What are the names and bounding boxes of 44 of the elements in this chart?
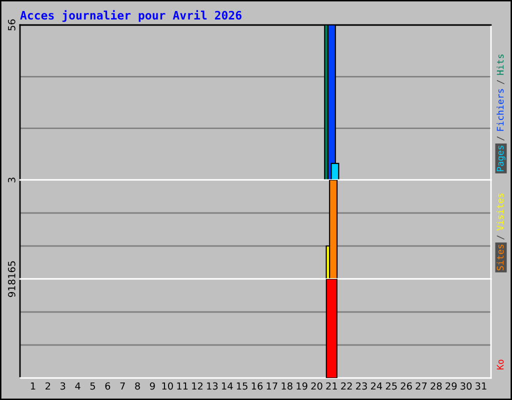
text: / bbox=[496, 80, 504, 84]
x-tick-label: 10 bbox=[162, 382, 173, 390]
x-tick-label: 20 bbox=[311, 382, 322, 390]
x-tick-label: 24 bbox=[370, 382, 382, 390]
x-tick-label: 31 bbox=[476, 382, 486, 390]
x-tick-label: 15 bbox=[236, 382, 248, 390]
x-tick-label: 23 bbox=[356, 382, 367, 390]
x-tick-label: 17 bbox=[266, 382, 278, 390]
x-tick-label: 14 bbox=[222, 382, 233, 390]
x-tick-label: 1 bbox=[30, 382, 36, 390]
x-tick-label: 22 bbox=[341, 382, 352, 390]
x-tick-label: 5 bbox=[90, 382, 95, 390]
x-tick-label: 3 bbox=[60, 382, 66, 390]
chart-title: Acces journalier pour Avril 2026 bbox=[20, 10, 242, 22]
text: Visites bbox=[496, 194, 504, 230]
x-tick-label: 30 bbox=[460, 382, 472, 390]
text: Hits bbox=[496, 54, 504, 75]
x-tick-label: 13 bbox=[207, 382, 218, 390]
text: Sites bbox=[496, 244, 504, 270]
x-tick-label: 16 bbox=[252, 382, 263, 390]
x-tick-label: 25 bbox=[386, 382, 397, 390]
x-tick-label: 7 bbox=[120, 382, 125, 390]
x-tick-label: 12 bbox=[192, 382, 202, 390]
y-tick-label: 3 bbox=[8, 178, 16, 182]
text: Fichiers bbox=[496, 89, 504, 131]
y-tick-label: 56 bbox=[8, 19, 16, 30]
x-tick-label: 29 bbox=[446, 382, 457, 390]
text: / bbox=[496, 136, 504, 141]
x-tick-label: 4 bbox=[75, 382, 80, 390]
x-tick-label: 21 bbox=[326, 382, 337, 390]
x-tick-label: 9 bbox=[150, 382, 155, 390]
y-tick-label: 918165 bbox=[8, 261, 16, 297]
text: Pages bbox=[496, 146, 506, 172]
x-tick-label: 28 bbox=[430, 382, 442, 390]
text: / bbox=[496, 235, 504, 240]
x-tick-label: 2 bbox=[46, 382, 50, 390]
x-tick-label: 19 bbox=[296, 382, 308, 390]
x-tick-label: 11 bbox=[177, 382, 188, 390]
x-tick-label: 18 bbox=[282, 382, 292, 390]
x-tick-label: 27 bbox=[416, 382, 427, 390]
text: Ko bbox=[496, 360, 504, 370]
x-tick-label: 8 bbox=[135, 382, 140, 390]
x-tick-label: 6 bbox=[105, 382, 110, 390]
x-tick-label: 26 bbox=[400, 382, 412, 390]
